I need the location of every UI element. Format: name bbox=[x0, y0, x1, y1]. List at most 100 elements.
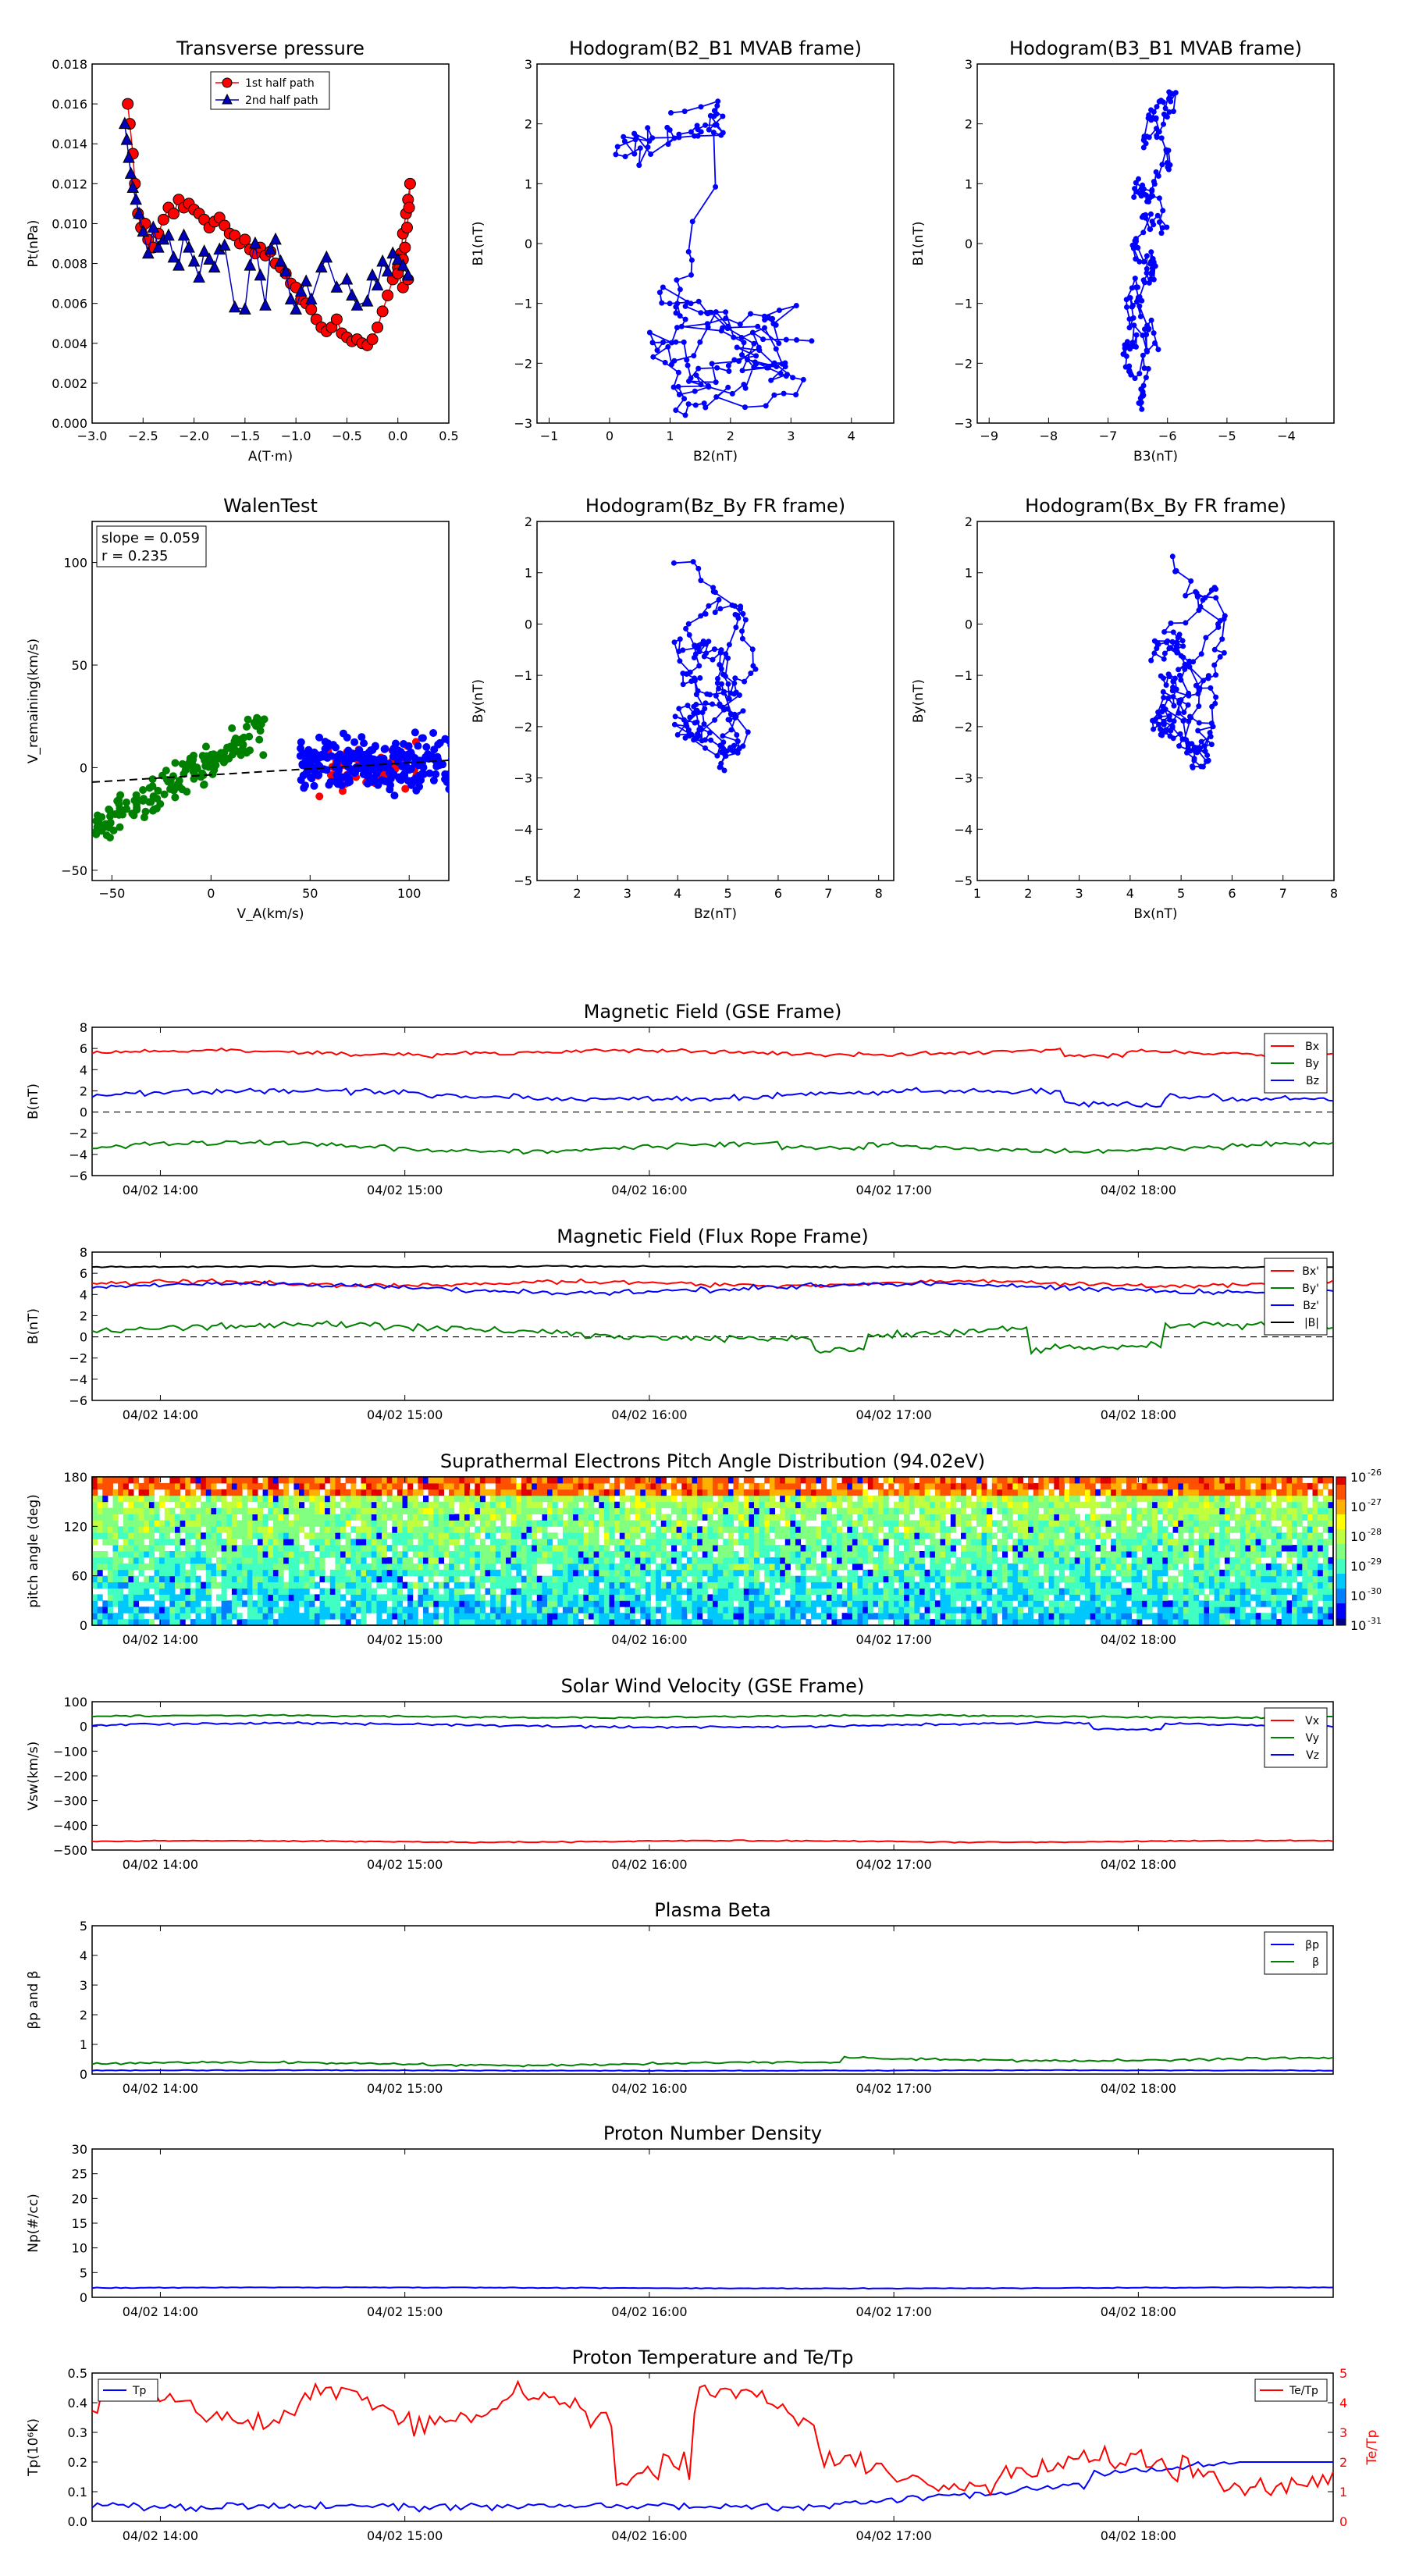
heatmap-cell bbox=[1265, 1588, 1272, 1595]
x-tick-label: 7 bbox=[824, 886, 832, 901]
heatmap-cell bbox=[1152, 1532, 1158, 1539]
heatmap-cell bbox=[1198, 1569, 1204, 1577]
heatmap-cell bbox=[1286, 1569, 1293, 1577]
heatmap-cell bbox=[392, 1545, 398, 1552]
heatmap-cell bbox=[205, 1619, 212, 1626]
y-tick-label: 6 bbox=[80, 1041, 87, 1056]
heatmap-cell bbox=[1168, 1619, 1174, 1626]
heatmap-cell bbox=[1318, 1606, 1324, 1614]
hodogram-point bbox=[650, 354, 656, 360]
heatmap-cell bbox=[552, 1606, 558, 1614]
heatmap-cell bbox=[1193, 1600, 1200, 1607]
heatmap-cell bbox=[816, 1582, 822, 1589]
heatmap-cell bbox=[283, 1613, 290, 1620]
hodogram-point bbox=[1136, 258, 1143, 265]
heatmap-cell bbox=[769, 1526, 775, 1533]
heatmap-cell bbox=[769, 1594, 775, 1601]
heatmap-cell bbox=[325, 1606, 331, 1614]
hodogram-point bbox=[671, 639, 678, 646]
legend-label: 2nd half path bbox=[245, 94, 318, 107]
heatmap-cell bbox=[340, 1526, 347, 1533]
heatmap-cell bbox=[536, 1582, 542, 1589]
hodogram-point bbox=[1213, 672, 1219, 678]
heatmap-cell bbox=[609, 1539, 615, 1546]
heatmap-cell bbox=[309, 1619, 315, 1626]
heatmap-cell bbox=[821, 1526, 827, 1533]
data-point bbox=[308, 763, 316, 771]
heatmap-cell bbox=[660, 1545, 667, 1552]
heatmap-cell bbox=[660, 1557, 667, 1564]
heatmap-cell bbox=[780, 1582, 786, 1589]
heatmap-cell bbox=[1328, 1557, 1334, 1564]
heatmap-cell bbox=[950, 1613, 956, 1620]
heatmap-cell bbox=[361, 1594, 367, 1601]
heatmap-cell bbox=[599, 1613, 605, 1620]
heatmap-cell bbox=[335, 1557, 341, 1564]
heatmap-cell bbox=[847, 1539, 853, 1546]
heatmap-cell bbox=[1064, 1613, 1070, 1620]
heatmap-cell bbox=[914, 1563, 920, 1571]
heatmap-cell bbox=[133, 1539, 140, 1546]
heatmap-cell bbox=[1183, 1582, 1189, 1589]
heatmap-cell bbox=[479, 1619, 486, 1626]
hodogram-point bbox=[671, 135, 678, 141]
data-point bbox=[417, 776, 425, 785]
heatmap-cell bbox=[795, 1588, 802, 1595]
heatmap-cell bbox=[495, 1557, 501, 1564]
hodogram-point bbox=[1173, 568, 1179, 574]
heatmap-cell bbox=[707, 1557, 713, 1564]
heatmap-cell bbox=[144, 1563, 150, 1571]
heatmap-cell bbox=[355, 1532, 361, 1539]
heatmap-cell bbox=[1054, 1539, 1060, 1546]
hodogram-point bbox=[738, 335, 745, 340]
heatmap-cell bbox=[345, 1557, 351, 1564]
heatmap-cell bbox=[1069, 1619, 1076, 1626]
heatmap-cell bbox=[847, 1594, 853, 1601]
heatmap-cell bbox=[934, 1582, 941, 1589]
heatmap-cell bbox=[190, 1545, 196, 1552]
heatmap-cell bbox=[717, 1575, 724, 1583]
heatmap-cell bbox=[1136, 1619, 1143, 1626]
heatmap-cell bbox=[583, 1606, 589, 1614]
heatmap-cell bbox=[283, 1539, 290, 1546]
heatmap-cell bbox=[345, 1582, 351, 1589]
heatmap-cell bbox=[1044, 1551, 1050, 1558]
hodogram-point bbox=[1169, 553, 1176, 560]
y-tick-label: −2 bbox=[514, 720, 532, 735]
heatmap-cell bbox=[1245, 1582, 1251, 1589]
heatmap-cell bbox=[1069, 1600, 1076, 1607]
hodogram-point bbox=[631, 151, 638, 157]
heatmap-cell bbox=[272, 1545, 279, 1552]
heatmap-cell bbox=[919, 1557, 926, 1564]
heatmap-cell bbox=[211, 1569, 217, 1577]
hodogram-point bbox=[1156, 721, 1161, 728]
heatmap-cell bbox=[852, 1575, 858, 1583]
heatmap-cell bbox=[562, 1594, 568, 1601]
heatmap-cell bbox=[159, 1606, 165, 1614]
heatmap-cell bbox=[1147, 1569, 1153, 1577]
heatmap-cell bbox=[459, 1619, 465, 1626]
heatmap-cell bbox=[635, 1545, 641, 1552]
heatmap-cell bbox=[1136, 1582, 1143, 1589]
y-tick-label: 1 bbox=[965, 176, 973, 191]
hodogram-point bbox=[1148, 258, 1154, 265]
heatmap-cell bbox=[252, 1606, 258, 1614]
heatmap-cell bbox=[1245, 1619, 1251, 1626]
heatmap-cell bbox=[169, 1563, 176, 1571]
data-point bbox=[409, 776, 418, 785]
y-tick-label: 2 bbox=[965, 117, 973, 132]
heatmap-cell bbox=[412, 1551, 418, 1558]
hodogram-point bbox=[749, 329, 756, 336]
heatmap-cell bbox=[547, 1613, 553, 1620]
heatmap-cell bbox=[991, 1545, 998, 1552]
heatmap-cell bbox=[1193, 1588, 1200, 1595]
heatmap-cell bbox=[107, 1582, 113, 1589]
heatmap-cell bbox=[1157, 1600, 1163, 1607]
heatmap-cell bbox=[656, 1600, 662, 1607]
data-point bbox=[133, 803, 141, 812]
data-point bbox=[310, 748, 318, 756]
data-point bbox=[175, 777, 183, 785]
heatmap-cell bbox=[392, 1551, 398, 1558]
heatmap-cell bbox=[433, 1619, 439, 1626]
heatmap-cell bbox=[857, 1619, 863, 1626]
